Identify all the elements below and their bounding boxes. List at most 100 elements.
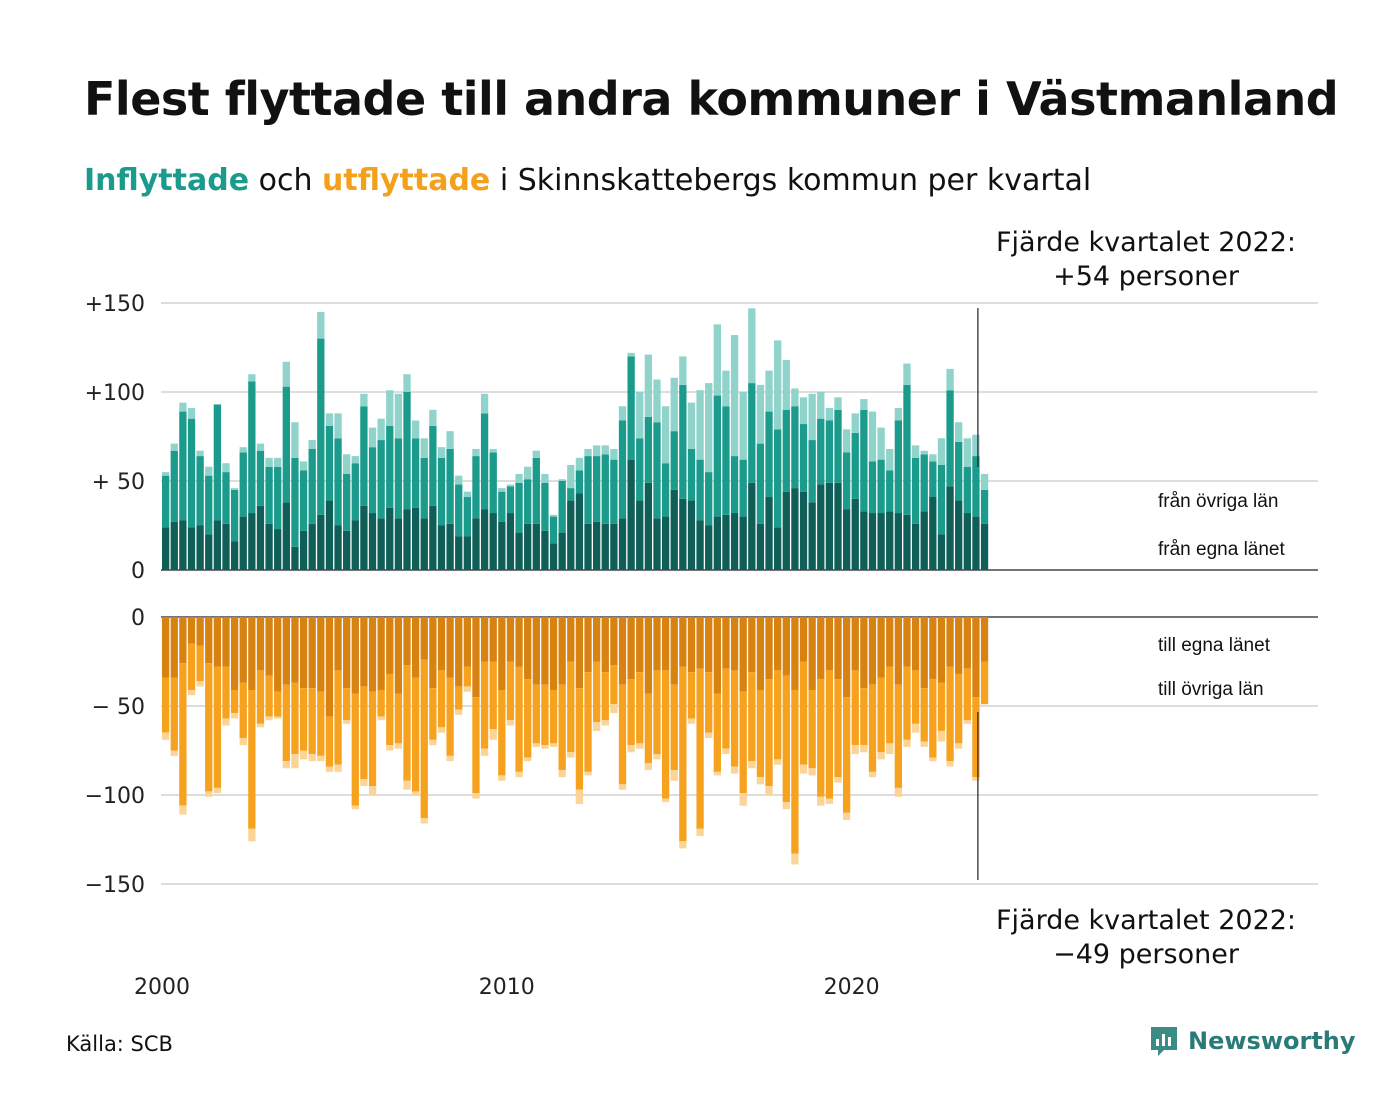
bar-in-own — [937, 534, 946, 570]
bar-out-other — [394, 693, 403, 744]
bar-in-own — [213, 520, 222, 570]
bar-out-abroad — [739, 793, 747, 806]
bar-out-other — [558, 684, 566, 771]
bar-out-own — [549, 617, 558, 690]
bar-in-other — [420, 457, 428, 519]
bar-in-abroad — [299, 461, 308, 471]
bar-out-other — [911, 670, 920, 724]
y-tick-in: +100 — [85, 381, 145, 406]
bar-in-own — [567, 500, 575, 570]
bar-in-own — [230, 541, 239, 570]
bar-out-own — [687, 617, 696, 673]
y-tick-in: + 50 — [92, 470, 145, 495]
bar-in-own — [756, 523, 765, 570]
bar-out-own — [515, 617, 523, 667]
bar-in-own — [360, 505, 368, 570]
bar-out-other — [213, 666, 222, 788]
bar-in-other — [480, 413, 489, 510]
annotation-bottom-line1: Fjärde kvartalet 2022: — [996, 905, 1297, 936]
bar-in-own — [498, 521, 506, 570]
bar-in-other — [196, 456, 204, 526]
bar-out-other — [532, 684, 540, 744]
brand-name: Newsworthy — [1188, 1027, 1356, 1055]
bar-in-other — [610, 459, 618, 524]
bar-out-other — [506, 661, 515, 721]
bar-out-abroad — [265, 716, 273, 721]
bar-out-other — [808, 689, 816, 769]
bar-out-abroad — [894, 787, 902, 797]
bar-in-own — [403, 509, 411, 570]
bar-in-abroad — [730, 335, 739, 457]
bar-in-other — [929, 461, 937, 498]
bar-out-own — [196, 617, 204, 646]
bar-out-other — [791, 689, 799, 854]
bar-in-abroad — [825, 408, 834, 421]
subtitle-rest: i Skinnskattebergs kommun per kvartal — [499, 163, 1092, 198]
bar-in-other — [627, 356, 635, 460]
bar-out-own — [489, 617, 497, 662]
annotation-top-line1: Fjärde kvartalet 2022: — [996, 227, 1297, 258]
bar-in-own — [946, 486, 954, 570]
bar-out-abroad — [705, 732, 713, 739]
bar-out-other — [308, 688, 316, 755]
bar-in-other — [955, 441, 963, 501]
bar-out-other — [894, 684, 902, 788]
bar-in-own — [575, 493, 584, 570]
y-tick-in: 0 — [131, 559, 145, 584]
bar-out-own — [713, 617, 721, 694]
bar-in-own — [532, 523, 540, 570]
bar-out-own — [162, 617, 170, 678]
bar-out-abroad — [920, 741, 928, 747]
bar-in-abroad — [705, 383, 713, 473]
bar-in-other — [299, 470, 308, 531]
bar-in-own — [386, 507, 394, 570]
bar-out-abroad — [799, 764, 808, 774]
bar-in-abroad — [670, 377, 678, 432]
bar-in-other — [653, 422, 661, 519]
bar-in-own — [696, 520, 704, 570]
bar-in-abroad — [799, 397, 808, 425]
bar-in-other — [446, 448, 454, 524]
bar-in-other — [765, 411, 773, 498]
bar-in-own — [808, 502, 816, 570]
bar-in-own — [670, 489, 678, 570]
bar-in-abroad — [351, 456, 359, 464]
bar-out-own — [575, 617, 584, 689]
bar-out-abroad — [877, 752, 885, 760]
bar-out-abroad — [480, 748, 489, 756]
x-tick-label: 2020 — [824, 975, 880, 1000]
bar-out-own — [593, 617, 601, 662]
bar-in-other — [774, 429, 782, 528]
bar-out-other — [963, 668, 971, 721]
bar-in-other — [170, 450, 178, 522]
bar-in-own — [593, 521, 601, 570]
bar-in-abroad — [446, 431, 454, 449]
bar-in-abroad — [455, 475, 463, 485]
bar-out-other — [782, 675, 790, 803]
bar-in-other — [489, 452, 497, 514]
bar-out-other — [817, 679, 825, 797]
bar-in-own — [291, 546, 299, 570]
bar-in-abroad — [972, 434, 980, 457]
bar-in-abroad — [472, 448, 480, 457]
bar-in-abroad — [920, 450, 928, 455]
bar-out-abroad — [230, 713, 239, 719]
bar-in-abroad — [722, 370, 730, 407]
bar-in-other — [705, 472, 713, 526]
bar-in-abroad — [963, 438, 971, 467]
bar-in-abroad — [791, 388, 799, 407]
bar-out-own — [825, 617, 834, 671]
bar-out-own — [317, 617, 325, 692]
bar-in-own — [162, 527, 170, 570]
bar-in-abroad — [929, 454, 937, 462]
bar-in-own — [256, 505, 265, 570]
bar-in-abroad — [256, 443, 265, 451]
bar-out-own — [205, 617, 213, 664]
stack-label-out-own: till egna länet — [1158, 635, 1271, 656]
bar-out-abroad — [618, 784, 627, 790]
bar-in-other — [782, 409, 790, 492]
bar-in-own — [541, 530, 549, 570]
bar-in-own — [791, 488, 799, 570]
bar-out-abroad — [972, 777, 980, 781]
source-note: Källa: SCB — [66, 1032, 173, 1056]
